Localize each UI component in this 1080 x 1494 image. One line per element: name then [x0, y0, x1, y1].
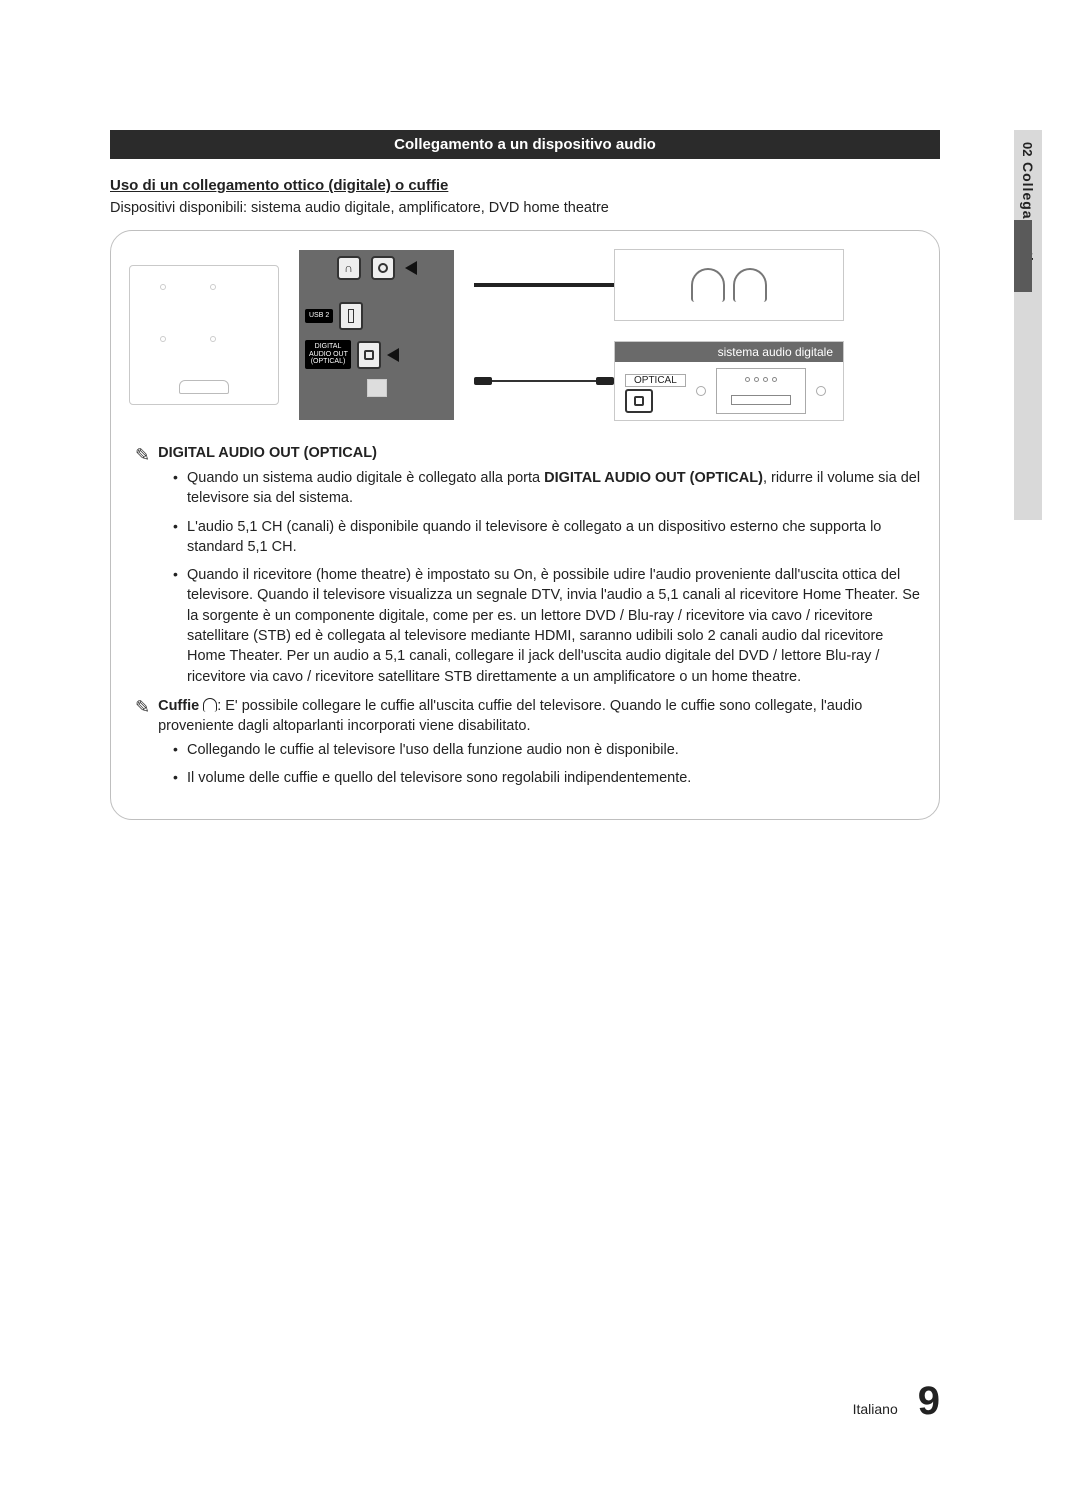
usb-port-label: USB 2	[305, 309, 333, 323]
digital-audio-system-box: sistema audio digitale OPTICAL	[614, 341, 844, 421]
aux-port-icon	[371, 256, 395, 280]
tv-detail-dot	[210, 284, 216, 290]
arrow-left-icon	[405, 261, 417, 275]
list-item: Quando il ricevitore (home theatre) è im…	[173, 565, 921, 687]
arrow-left-icon	[387, 348, 399, 362]
list-item: Quando un sistema audio digitale è colle…	[173, 468, 921, 509]
cable-icon	[474, 283, 614, 287]
subsection-description: Dispositivi disponibili: sistema audio d…	[110, 200, 940, 216]
footer-page-number: 9	[918, 1379, 940, 1424]
note-headphones: ✎ Cuffie : E' possibile collegare le cuf…	[135, 697, 921, 736]
section-header-bar: Collegamento a un dispositivo audio	[110, 130, 940, 159]
headphone-port-icon: ∩	[337, 256, 361, 280]
optical-input-icon	[625, 389, 653, 413]
bullet-text-bold: DIGITAL AUDIO OUT (OPTICAL)	[544, 470, 763, 486]
headphones-icon	[733, 268, 767, 302]
list-item: Collegando le cuffie al televisore l'uso…	[173, 740, 921, 760]
tv-detail-dot	[210, 336, 216, 342]
optical-cable-graphic: sistema audio digitale OPTICAL	[474, 341, 921, 421]
amplifier-icon	[716, 368, 806, 414]
audio-system-label: sistema audio digitale	[615, 342, 843, 362]
usb-port-icon	[339, 302, 363, 330]
bullet-text: L'audio 5,1 CH (canali) è disponibile qu…	[187, 519, 881, 555]
subsection-heading: Uso di un collegamento ottico (digitale)…	[110, 177, 940, 194]
note2-bullet-list: Collegando le cuffie al televisore l'uso…	[129, 740, 921, 789]
note-icon: ✎	[135, 697, 150, 736]
list-item: L'audio 5,1 CH (canali) è disponibile qu…	[173, 517, 921, 558]
content-box: ∩ USB 2 DIGITAL AUDIO OUT (OPTICAL)	[110, 230, 940, 820]
amp-knob-icon	[816, 386, 826, 396]
headphones-icon	[691, 268, 725, 302]
bullet-text: Collegando le cuffie al televisore l'uso…	[187, 742, 679, 758]
headphones-icon	[203, 698, 217, 712]
note-icon: ✎	[135, 445, 150, 464]
page-content: Collegamento a un dispositivo audio Uso …	[110, 130, 940, 820]
chapter-number: 02	[1020, 142, 1035, 156]
side-tab-inner: 02 Collegamenti	[1014, 130, 1042, 520]
page-footer: Italiano 9	[853, 1379, 940, 1424]
chapter-side-tab: 02 Collegamenti	[1014, 130, 1060, 520]
tv-stand-graphic	[179, 380, 229, 394]
footer-language: Italiano	[853, 1401, 898, 1417]
connection-diagram: ∩ USB 2 DIGITAL AUDIO OUT (OPTICAL)	[129, 249, 921, 421]
note-digital-audio: ✎ DIGITAL AUDIO OUT (OPTICAL)	[135, 445, 921, 464]
bullet-text: Quando il ricevitore (home theatre) è im…	[187, 567, 920, 684]
headphones-device-box	[614, 249, 844, 321]
tv-detail-dot	[160, 336, 166, 342]
optical-cable-icon	[474, 377, 614, 385]
optical-label: OPTICAL	[625, 374, 686, 387]
amp-knob-icon	[696, 386, 706, 396]
tv-rear-panel-graphic	[129, 265, 279, 405]
tv-ports-panel: ∩ USB 2 DIGITAL AUDIO OUT (OPTICAL)	[299, 250, 454, 420]
optical-port-icon	[357, 341, 381, 369]
side-tab-marker	[1014, 220, 1032, 292]
note2-body: : E' possibile collegare le cuffie all'u…	[158, 698, 862, 734]
headphone-cable-graphic	[474, 249, 921, 321]
list-item: Il volume delle cuffie e quello del tele…	[173, 768, 921, 788]
misc-port-icon	[367, 379, 387, 397]
tv-detail-dot	[160, 284, 166, 290]
bullet-text: Il volume delle cuffie e quello del tele…	[187, 770, 691, 786]
note1-bullet-list: Quando un sistema audio digitale è colle…	[129, 468, 921, 687]
note-title: DIGITAL AUDIO OUT (OPTICAL)	[158, 445, 377, 464]
optical-port-label: DIGITAL AUDIO OUT (OPTICAL)	[305, 340, 351, 369]
note2-title-pre: Cuffie	[158, 698, 203, 714]
bullet-text-pre: Quando un sistema audio digitale è colle…	[187, 470, 544, 486]
